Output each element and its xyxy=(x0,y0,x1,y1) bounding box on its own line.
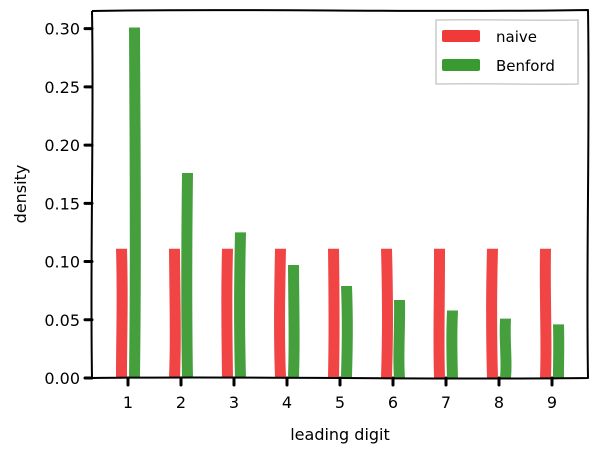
bar-naive-6 xyxy=(381,248,393,378)
y-axis-label: density xyxy=(11,165,30,224)
bar-benford-7 xyxy=(446,310,458,378)
x-tick-label-6: 6 xyxy=(388,393,398,412)
x-tick-label-4: 4 xyxy=(282,393,292,412)
bar-benford-4 xyxy=(288,265,300,378)
bar-naive-7 xyxy=(433,248,446,378)
x-tick-label-5: 5 xyxy=(335,393,345,412)
legend-swatch-naive xyxy=(442,30,480,42)
legend-label-benford: Benford xyxy=(496,57,555,75)
x-tick-label-9: 9 xyxy=(547,393,557,412)
x-tick-label-8: 8 xyxy=(494,393,504,412)
bar-benford-3 xyxy=(234,232,246,378)
x-tick-label-7: 7 xyxy=(441,393,451,412)
bar-benford-8 xyxy=(499,318,512,378)
legend-label-naive: naive xyxy=(496,28,537,46)
bar-naive-2 xyxy=(169,248,181,378)
bar-benford-5 xyxy=(341,286,353,378)
ticks-layer: 0.00 0.05 0.10 0.15 0.20 0.25 0.30 1 2 3 4 5 6 7 8 9 xyxy=(44,20,557,412)
bar-benford-1 xyxy=(129,27,141,379)
legend: naive Benford xyxy=(435,18,579,86)
y-tick-label-2: 0.10 xyxy=(44,253,80,272)
x-axis-label: leading digit xyxy=(290,425,390,444)
y-tick-label-6: 0.30 xyxy=(44,20,80,39)
bar-naive-3 xyxy=(221,248,233,378)
x-tick-label-1: 1 xyxy=(123,393,133,412)
x-tick-label-2: 2 xyxy=(176,393,186,412)
bar-naive-4 xyxy=(274,248,286,378)
bar-benford-2 xyxy=(181,173,193,378)
bar-benford-6 xyxy=(393,299,406,378)
y-tick-label-0: 0.00 xyxy=(44,369,80,388)
bar-naive-8 xyxy=(486,248,498,378)
y-tick-label-4: 0.20 xyxy=(44,136,80,155)
bar-naive-5 xyxy=(328,248,340,378)
y-tick-label-5: 0.25 xyxy=(44,78,80,97)
y-tick-label-1: 0.05 xyxy=(44,311,80,330)
y-tick-label-3: 0.15 xyxy=(44,194,80,213)
bar-naive-9 xyxy=(539,248,552,378)
plot-frame xyxy=(90,9,590,380)
bars-layer xyxy=(116,27,565,379)
legend-swatch-benford xyxy=(442,59,480,71)
bar-naive-1 xyxy=(116,248,128,378)
x-tick-label-3: 3 xyxy=(229,393,239,412)
bar-benford-9 xyxy=(553,324,565,378)
